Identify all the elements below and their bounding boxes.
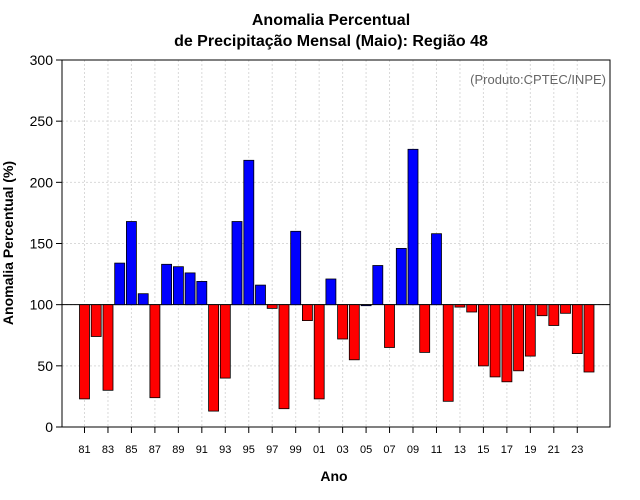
y-tick-label: 250	[30, 113, 54, 129]
bar-10	[419, 304, 431, 353]
y-axis: 0 50 100 150 200 250 300	[30, 52, 62, 435]
y-tick-label: 0	[45, 419, 53, 435]
chart-title-line1: Anomalia Percentual	[252, 12, 410, 29]
bar-85	[126, 221, 137, 306]
x-tick-label: 09	[407, 444, 419, 456]
bar-02	[325, 278, 337, 306]
bar-23	[571, 304, 583, 355]
x-tick-label: 23	[571, 444, 583, 456]
x-tick-label: 99	[290, 444, 302, 456]
bar-03	[337, 304, 349, 340]
bar-07	[384, 304, 395, 348]
grid	[62, 59, 610, 428]
x-tick-label: 21	[548, 444, 560, 456]
bar-11	[431, 233, 442, 306]
x-tick-label: 93	[219, 444, 231, 456]
bar-89	[172, 266, 184, 306]
bar-18	[513, 304, 524, 372]
x-tick-label: 83	[102, 444, 114, 456]
y-tick-label: 50	[37, 358, 53, 374]
x-tick-label: 05	[360, 444, 372, 456]
bar-09	[407, 148, 419, 306]
y-tick-label: 300	[30, 52, 54, 68]
x-tick-label: 13	[454, 444, 466, 456]
x-tick-label: 95	[243, 444, 255, 456]
x-tick-label: 89	[172, 444, 184, 456]
x-axis-title: Ano	[320, 468, 347, 484]
bar-81	[79, 304, 90, 400]
bar-84	[114, 262, 126, 306]
bar-14	[466, 304, 478, 313]
bar-16	[489, 304, 501, 378]
bar-83	[102, 304, 114, 391]
x-axis: 81 83 85 87 89 91 93 95 97 99 01 03 05 07 09 11 13 15 17 19…	[78, 427, 583, 456]
y-tick-label: 200	[30, 174, 54, 190]
credit-label: (Produto:CPTEC/INPE)	[470, 72, 606, 87]
x-tick-label: 81	[78, 444, 90, 456]
x-tick-label: 91	[196, 444, 208, 456]
chart-title-line2: de Precipitação Mensal (Maio): Região 48	[174, 33, 488, 50]
bar-98	[278, 304, 290, 410]
bar-20	[536, 304, 548, 317]
y-tick-label: 100	[30, 297, 54, 313]
bar-96	[255, 284, 266, 306]
x-tick-label: 97	[266, 444, 278, 456]
bar-05	[360, 304, 372, 307]
bar-06	[372, 265, 384, 305]
bar-01	[313, 304, 325, 400]
x-tick-label: 19	[524, 444, 536, 456]
x-tick-label: 17	[501, 444, 513, 456]
bar-82	[90, 304, 102, 337]
y-axis-title: Anomalia Percentual (%)	[0, 161, 16, 325]
x-tick-label: 01	[313, 444, 325, 456]
x-tick-label: 07	[383, 444, 395, 456]
x-tick-label: 03	[336, 444, 348, 456]
bar-22	[560, 304, 571, 314]
y-tick-label: 150	[30, 236, 54, 252]
bar-94	[231, 221, 243, 306]
bar-93	[219, 304, 231, 379]
bar-12	[442, 304, 454, 402]
bar-97	[266, 304, 278, 309]
bar-91	[196, 280, 208, 305]
bar-00	[301, 304, 313, 322]
bars	[79, 148, 595, 412]
bar-88	[161, 263, 173, 306]
bar-87	[149, 304, 161, 399]
bar-86	[137, 293, 149, 306]
x-tick-label: 15	[477, 444, 489, 456]
bar-92	[208, 304, 220, 412]
bar-19	[524, 304, 536, 357]
x-tick-label: 87	[149, 444, 161, 456]
bar-04	[348, 304, 360, 361]
x-tick-label: 85	[125, 444, 137, 456]
x-tick-label: 11	[431, 444, 442, 456]
bar-13	[454, 304, 466, 308]
bar-21	[548, 304, 560, 326]
bar-17	[501, 304, 513, 383]
bar-95	[243, 159, 255, 306]
bar-08	[395, 247, 407, 306]
bar-99	[290, 230, 302, 306]
bar-15	[477, 304, 489, 367]
bar-90	[184, 272, 196, 306]
bar-24	[583, 304, 595, 373]
